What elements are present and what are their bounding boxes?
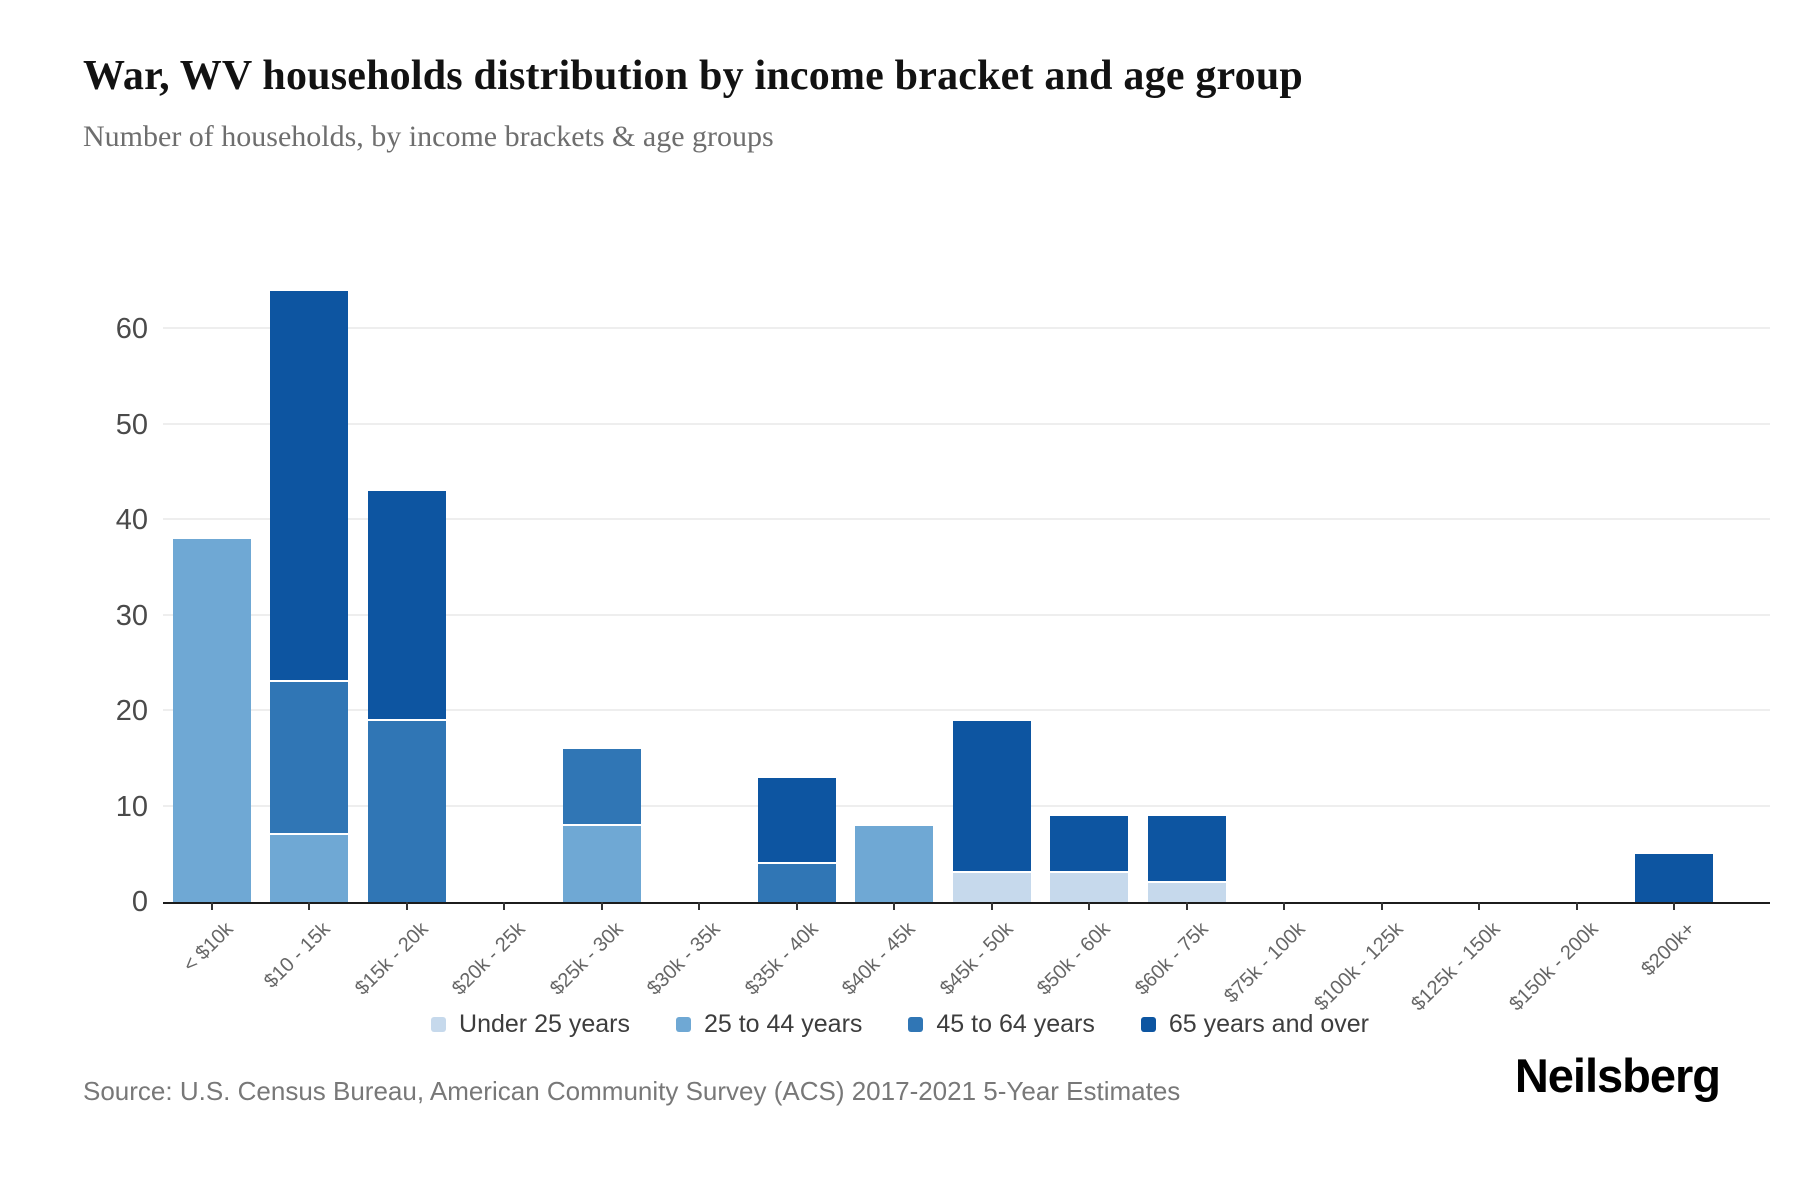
bar xyxy=(172,539,251,902)
bar-segment xyxy=(172,539,251,902)
bar-segment xyxy=(562,825,641,902)
bar xyxy=(1147,816,1226,902)
x-axis-tick-mark xyxy=(1088,902,1091,910)
bar-segment xyxy=(367,720,446,902)
y-axis-tick-label: 20 xyxy=(115,695,148,727)
bar-segment xyxy=(952,720,1031,874)
x-axis-tick-mark xyxy=(210,902,213,910)
bar-segment xyxy=(952,873,1031,902)
x-axis-tick-label: $30k - 35k xyxy=(643,918,725,1000)
legend-label: 25 to 44 years xyxy=(703,1010,863,1038)
x-axis-tick-label: $20k - 25k xyxy=(448,918,530,1000)
y-axis: 0 10 20 30 40 50 60 xyxy=(0,240,148,917)
y-axis-tick-label: 50 xyxy=(115,408,148,441)
bar-segment xyxy=(270,835,349,902)
bar xyxy=(367,491,446,902)
bar xyxy=(855,825,934,902)
bar-segment xyxy=(1050,873,1129,902)
x-axis-tick-label: $125k - 150k xyxy=(1407,918,1505,1016)
legend-swatch xyxy=(908,1017,924,1032)
x-axis-tick-mark xyxy=(1673,902,1676,910)
x-axis-tick-label: $200k+ xyxy=(1637,918,1700,981)
bar xyxy=(270,290,349,902)
gridline xyxy=(163,327,1770,329)
chart-subtitle: Number of households, by income brackets… xyxy=(83,120,774,153)
bar xyxy=(562,749,641,902)
bar-segment xyxy=(1050,816,1129,874)
legend: Under 25 years 25 to 44 years 45 to 64 yea… xyxy=(0,1010,1800,1039)
y-axis-tick-label: 10 xyxy=(115,790,148,823)
legend-label: 45 to 64 years xyxy=(936,1010,1095,1038)
bar-segment xyxy=(757,863,836,902)
x-axis-tick-label: $75k - 100k xyxy=(1220,918,1310,1008)
legend-item: 25 to 44 years xyxy=(675,1010,863,1039)
x-axis-tick-label: $15k - 20k xyxy=(350,918,433,1000)
x-axis-tick-label: $50k - 60k xyxy=(1033,918,1115,1000)
x-axis-tick-mark xyxy=(308,902,311,910)
gridline xyxy=(163,613,1770,616)
y-axis-tick-label: 0 xyxy=(131,886,148,918)
x-axis-tick-mark xyxy=(1380,902,1383,910)
x-axis-tick-mark xyxy=(990,902,993,910)
x-axis-tick-label: $40k - 45k xyxy=(838,918,920,1000)
x-axis-tick-label: < $10k xyxy=(178,918,238,977)
bar-segment xyxy=(1635,854,1714,902)
bar-segment xyxy=(367,491,446,721)
x-axis-tick-mark xyxy=(893,902,896,910)
bar xyxy=(1050,816,1129,902)
x-axis-tick-mark xyxy=(1575,902,1578,910)
bar-segment xyxy=(270,290,349,683)
legend-item: Under 25 years xyxy=(431,1010,630,1039)
legend-swatch xyxy=(675,1017,691,1032)
bar-segment xyxy=(562,749,641,826)
bar xyxy=(952,720,1031,902)
gridline xyxy=(163,518,1770,520)
x-axis-tick-mark xyxy=(405,902,408,910)
bar-segment xyxy=(855,825,934,902)
x-axis-tick-label: $100k - 125k xyxy=(1309,918,1408,1016)
legend-item: 45 to 64 years xyxy=(908,1010,1095,1039)
legend-label: Under 25 years xyxy=(459,1010,630,1038)
x-axis-tick-label: $150k - 200k xyxy=(1504,918,1603,1016)
chart-title: War, WV households distribution by incom… xyxy=(83,53,1303,99)
legend-item: 65 years and over xyxy=(1140,1010,1369,1039)
bar-segment xyxy=(757,777,836,864)
plot-area: < $10k $10 - 15k $15k - 20k $20k - 25k $25k … xyxy=(163,240,1770,1015)
bar-segment xyxy=(270,682,349,836)
legend-swatch xyxy=(431,1017,447,1032)
x-axis-tick-mark xyxy=(1478,902,1481,910)
brand-logo: Neilsberg xyxy=(1514,1049,1721,1102)
bar-segment xyxy=(1147,816,1226,883)
y-axis-tick-label: 60 xyxy=(115,313,148,345)
x-axis-tick-mark xyxy=(503,902,506,910)
x-axis-tick-mark xyxy=(1283,902,1286,910)
x-axis-tick-mark xyxy=(795,902,798,910)
x-axis-tick-label: $45k - 50k xyxy=(935,918,1018,1000)
legend-swatch xyxy=(1140,1017,1156,1032)
source-note: Source: U.S. Census Bureau, American Com… xyxy=(83,1076,1181,1106)
x-axis-tick-mark xyxy=(1185,902,1188,910)
x-axis-tick-label: $25k - 30k xyxy=(545,918,628,1000)
x-axis-tick-label: $35k - 40k xyxy=(740,918,823,1000)
gridline xyxy=(163,422,1770,425)
gridline xyxy=(163,709,1770,711)
bar xyxy=(757,777,836,902)
x-axis-tick-label: $60k - 75k xyxy=(1130,918,1213,1000)
bar xyxy=(1635,854,1714,902)
x-axis-tick-mark xyxy=(600,902,603,910)
x-axis-line xyxy=(163,902,1770,904)
x-axis-tick-label: $10 - 15k xyxy=(260,918,335,993)
legend-label: 65 years and over xyxy=(1168,1010,1369,1038)
y-axis-tick-label: 30 xyxy=(115,599,148,632)
x-axis-tick-mark xyxy=(698,902,701,910)
bar-segment xyxy=(1147,882,1226,902)
y-axis-tick-label: 40 xyxy=(115,504,148,536)
